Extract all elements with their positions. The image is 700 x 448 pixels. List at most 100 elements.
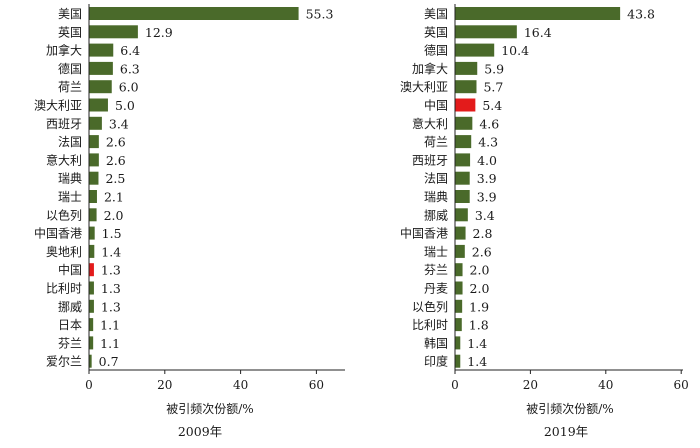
bar-爱尔兰 (89, 354, 92, 368)
category-label: 澳大利亚 (400, 80, 448, 94)
bar-荷兰 (455, 135, 472, 149)
x-tick-label: 40 (598, 378, 613, 392)
value-label: 1.3 (101, 299, 121, 314)
value-label: 6.4 (120, 43, 140, 58)
bar-以色列 (89, 208, 97, 222)
value-label: 3.9 (477, 190, 497, 205)
bar-瑞士 (89, 190, 97, 203)
bar-法国 (455, 171, 470, 185)
category-label: 荷兰 (424, 135, 448, 149)
value-label: 4.3 (478, 135, 498, 150)
category-label: 德国 (424, 43, 448, 58)
category-label: 中国 (58, 262, 82, 277)
x-axis-label: 被引频次份额/% (166, 402, 253, 416)
bar-以色列 (455, 299, 463, 313)
category-label: 日本 (58, 318, 82, 332)
x-tick-label: 40 (233, 378, 248, 392)
category-label: 瑞典 (424, 190, 448, 204)
value-label: 2.0 (104, 208, 124, 223)
bar-芬兰 (455, 263, 463, 277)
category-label: 爱尔兰 (46, 354, 82, 369)
value-label: 2.6 (106, 153, 126, 168)
category-label: 澳大利亚 (34, 99, 82, 113)
category-label: 美国 (424, 7, 448, 21)
value-label: 1.1 (100, 336, 120, 351)
x-tick-label: 20 (523, 378, 538, 392)
category-label: 英国 (58, 25, 82, 39)
category-label: 加拿大 (46, 43, 82, 58)
category-label: 英国 (424, 25, 448, 39)
bar-挪威 (89, 299, 94, 313)
value-label: 2.5 (105, 171, 125, 186)
bar-意大利 (89, 153, 99, 167)
category-label: 以色列 (46, 208, 82, 222)
category-label: 意大利 (46, 152, 82, 167)
chart-2019: 美国 43.8 英国 16.4 德国 10.4 加拿大 5.9 澳大利亚 5.7 中国 5.4 意大利 4… (400, 4, 689, 439)
value-label: 2.8 (473, 226, 493, 241)
year-caption: 2009年 (178, 424, 222, 439)
category-label: 瑞士 (424, 245, 448, 259)
value-label: 6.3 (120, 61, 140, 76)
bar-加拿大 (455, 61, 478, 75)
value-label: 2.6 (472, 244, 492, 259)
bar-比利时 (89, 281, 94, 295)
category-label: 荷兰 (58, 80, 82, 94)
x-axis-label: 被引频次份额/% (526, 402, 613, 416)
bar-加拿大 (89, 43, 114, 57)
category-label: 瑞典 (58, 172, 82, 186)
bar-瑞典 (455, 190, 470, 203)
value-label: 1.4 (467, 354, 487, 369)
category-label: 中国香港 (400, 226, 448, 241)
value-label: 3.9 (477, 171, 497, 186)
x-tick-label: 20 (157, 378, 172, 392)
bar-美国 (455, 7, 621, 20)
value-label: 4.0 (477, 153, 497, 168)
category-label: 美国 (58, 7, 82, 21)
x-tick-label: 60 (309, 378, 324, 392)
value-label: 1.5 (102, 226, 122, 241)
bar-英国 (89, 25, 138, 39)
bar-美国 (89, 7, 299, 20)
value-label: 3.4 (109, 116, 129, 131)
category-label: 挪威 (424, 208, 448, 222)
bar-中国 (89, 263, 94, 277)
x-tick-label: 0 (85, 378, 93, 392)
value-label: 5.7 (483, 80, 503, 95)
category-label: 德国 (58, 61, 82, 76)
value-label: 1.4 (467, 336, 487, 351)
year-caption: 2019年 (544, 424, 588, 439)
value-label: 5.9 (484, 61, 504, 76)
bar-芬兰 (89, 336, 94, 350)
value-label: 43.8 (627, 7, 655, 22)
bar-印度 (455, 354, 461, 368)
bar-德国 (89, 61, 113, 75)
value-label: 16.4 (524, 25, 552, 40)
bar-意大利 (455, 116, 473, 130)
category-label: 挪威 (58, 300, 82, 314)
value-label: 6.0 (119, 80, 139, 95)
category-label: 中国 (424, 98, 448, 113)
bar-西班牙 (89, 116, 102, 130)
value-label: 3.4 (475, 208, 495, 223)
category-label: 丹麦 (424, 282, 448, 296)
bar-比利时 (455, 318, 462, 332)
value-label: 2.0 (470, 263, 490, 278)
value-label: 1.4 (101, 244, 121, 259)
bar-中国香港 (455, 226, 466, 240)
value-label: 55.3 (306, 7, 334, 22)
x-tick-label: 60 (674, 378, 689, 392)
bar-法国 (89, 135, 99, 149)
category-label: 法国 (58, 135, 82, 149)
category-label: 芬兰 (424, 263, 448, 277)
value-label: 12.9 (145, 25, 173, 40)
bar-丹麦 (455, 281, 463, 295)
value-label: 2.0 (470, 281, 490, 296)
category-label: 比利时 (412, 318, 448, 332)
bar-澳大利亚 (455, 80, 477, 94)
bar-瑞典 (89, 171, 99, 185)
bar-韩国 (455, 336, 461, 350)
category-label: 法国 (424, 172, 448, 186)
bar-西班牙 (455, 153, 471, 167)
value-label: 1.1 (100, 318, 120, 333)
